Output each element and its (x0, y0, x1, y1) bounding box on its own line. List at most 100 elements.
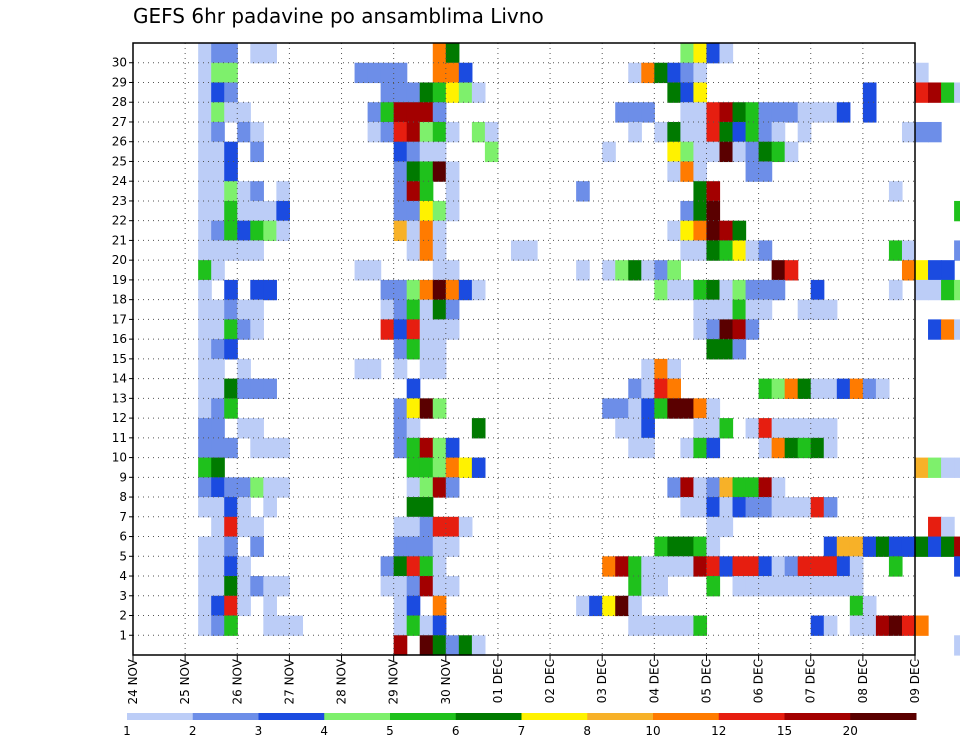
heatmap-cell (406, 161, 421, 182)
heatmap-cell (224, 576, 238, 597)
heatmap-cell (276, 220, 290, 242)
y-tick-label: 18 (112, 293, 127, 307)
heatmap-cell (941, 82, 955, 103)
heatmap-cell (237, 240, 251, 261)
heatmap-cell (758, 437, 773, 459)
heatmap-cell (641, 437, 655, 459)
heatmap-cell (745, 102, 760, 123)
heatmap-cell (810, 378, 825, 399)
heatmap-cell (784, 437, 799, 459)
heatmap-cell (198, 260, 212, 281)
heatmap-cell (406, 279, 421, 301)
heatmap-cell (941, 536, 955, 557)
heatmap-cell (198, 279, 212, 301)
heatmap-cell (367, 121, 382, 143)
heatmap-cell (628, 62, 642, 84)
heatmap-cell (693, 299, 708, 320)
heatmap-cell (224, 516, 238, 538)
heatmap-cell (915, 82, 929, 103)
y-tick-label: 8 (119, 490, 127, 504)
heatmap-cell (680, 437, 695, 459)
heatmap-cell (211, 141, 225, 163)
heatmap-cell (198, 299, 212, 320)
heatmap-cell (758, 240, 773, 261)
heatmap-cell (406, 457, 421, 478)
heatmap-cell (393, 102, 408, 123)
heatmap-cell (745, 141, 760, 163)
heatmap-cell (211, 299, 225, 320)
heatmap-cell (224, 378, 238, 399)
heatmap-cell (823, 576, 838, 597)
heatmap-cell (211, 121, 225, 143)
heatmap-cell (667, 82, 681, 103)
heatmap-cell (211, 418, 225, 439)
heatmap-cell (471, 279, 486, 301)
heatmap-cell (198, 141, 212, 163)
heatmap-cell (198, 497, 212, 518)
heatmap-cell (745, 121, 760, 143)
heatmap-cell (667, 477, 681, 498)
heatmap-cell (784, 141, 799, 163)
heatmap-cell (276, 615, 290, 636)
heatmap-cell (445, 477, 460, 498)
heatmap-cell (823, 497, 838, 518)
heatmap-cell (797, 418, 812, 439)
heatmap-cell (406, 556, 421, 577)
heatmap-cell (706, 398, 721, 419)
heatmap-cell (641, 418, 655, 439)
heatmap-cell (628, 437, 642, 459)
heatmap-cell (784, 497, 799, 518)
heatmap-cell (706, 121, 721, 143)
heatmap-cell (654, 62, 668, 84)
legend-label: 15 (777, 724, 792, 738)
heatmap-cell (706, 437, 721, 459)
heatmap-cell (393, 220, 408, 242)
x-tick-label: 07 DEC (804, 659, 818, 703)
heatmap-cell (445, 82, 460, 103)
heatmap-cell (732, 339, 747, 360)
heatmap-cell (211, 595, 225, 617)
y-tick-label: 29 (112, 75, 127, 89)
heatmap-cell (380, 299, 395, 320)
heatmap-cell (198, 477, 212, 498)
heatmap-cell (471, 457, 486, 478)
heatmap-cell (224, 220, 238, 242)
y-tick-label: 3 (119, 589, 127, 603)
heatmap-cell (693, 181, 708, 202)
heatmap-cell (198, 319, 212, 340)
heatmap-cell (667, 121, 681, 143)
heatmap-cell (380, 102, 395, 123)
heatmap-cell (432, 299, 447, 320)
heatmap-cell (393, 339, 408, 360)
heatmap-cell (211, 516, 225, 538)
heatmap-cell (797, 576, 812, 597)
heatmap-cell (445, 536, 460, 557)
heatmap-cell (758, 141, 773, 163)
heatmap-cell (237, 102, 251, 123)
heatmap-cell (237, 418, 251, 439)
heatmap-cell (432, 536, 447, 557)
heatmap-cell (836, 378, 851, 399)
heatmap-cell (445, 161, 460, 182)
heatmap-cell (198, 398, 212, 419)
heatmap-cell (250, 121, 264, 143)
heatmap-cell (706, 200, 721, 222)
heatmap-cell (628, 615, 642, 636)
heatmap-cell (471, 82, 486, 103)
heatmap-cell (771, 418, 786, 439)
heatmap-cell (875, 615, 890, 636)
heatmap-cell (198, 378, 212, 399)
y-tick-label: 14 (112, 372, 127, 386)
heatmap-cell (719, 418, 734, 439)
heatmap-cell (693, 43, 708, 64)
heatmap-cell (941, 319, 955, 340)
heatmap-cell (954, 200, 960, 222)
heatmap-cell (745, 418, 760, 439)
heatmap-cell (276, 576, 290, 597)
chart-title: GEFS 6hr padavine po ansamblima Livno (133, 4, 544, 28)
heatmap-cell (836, 536, 851, 557)
heatmap-cell (419, 516, 434, 538)
heatmap-cell (524, 240, 538, 261)
heatmap-cell (445, 516, 460, 538)
heatmap-cell (823, 556, 838, 577)
